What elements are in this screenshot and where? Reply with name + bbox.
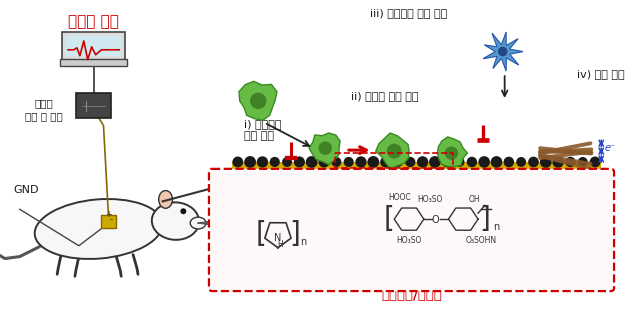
Circle shape <box>540 156 552 168</box>
Circle shape <box>565 157 575 167</box>
Text: 폴리피롤/헤파린: 폴리피롤/헤파린 <box>382 289 442 302</box>
Polygon shape <box>437 137 467 167</box>
Circle shape <box>467 157 477 167</box>
FancyBboxPatch shape <box>60 59 127 66</box>
Polygon shape <box>376 133 409 169</box>
Polygon shape <box>483 32 523 71</box>
Circle shape <box>331 157 341 167</box>
Circle shape <box>294 156 305 168</box>
Text: ]: ] <box>480 205 491 233</box>
Text: GND: GND <box>14 184 39 195</box>
Circle shape <box>367 156 379 168</box>
Circle shape <box>257 156 268 168</box>
Text: iv) 신호 전달: iv) 신호 전달 <box>577 69 624 79</box>
Circle shape <box>590 156 601 167</box>
Text: n: n <box>493 222 499 232</box>
Text: iii) 상처조직 형성 감소: iii) 상처조직 형성 감소 <box>370 8 448 18</box>
Text: 데이터
수집 및 기록: 데이터 수집 및 기록 <box>25 98 63 121</box>
Ellipse shape <box>191 217 206 229</box>
FancyBboxPatch shape <box>209 169 614 291</box>
Ellipse shape <box>35 199 163 259</box>
Text: O: O <box>432 215 439 225</box>
Text: i) 면역세포
모집 감소: i) 면역세포 모집 감소 <box>244 119 282 141</box>
Circle shape <box>417 156 429 168</box>
Text: 폴리피롤: 폴리피롤 <box>237 191 265 204</box>
Circle shape <box>528 157 539 167</box>
Circle shape <box>232 156 243 167</box>
Ellipse shape <box>159 190 172 208</box>
Text: 심전도 측정: 심전도 측정 <box>68 14 119 29</box>
Circle shape <box>553 156 564 168</box>
Circle shape <box>270 157 280 167</box>
FancyBboxPatch shape <box>101 215 116 227</box>
Text: H: H <box>277 240 283 249</box>
Polygon shape <box>239 81 277 120</box>
Circle shape <box>491 156 503 168</box>
Text: 미세구조적 활성을 갖는: 미세구조적 활성을 갖는 <box>367 276 456 289</box>
FancyBboxPatch shape <box>77 93 111 118</box>
Text: HO₃SO: HO₃SO <box>417 195 442 204</box>
FancyBboxPatch shape <box>232 162 601 176</box>
Text: ii) 염증성 분극 감소: ii) 염증성 분극 감소 <box>351 91 418 101</box>
Text: e⁻: e⁻ <box>605 143 615 153</box>
Circle shape <box>306 156 318 168</box>
FancyBboxPatch shape <box>62 32 125 60</box>
Circle shape <box>318 156 330 168</box>
Circle shape <box>180 208 186 214</box>
Circle shape <box>498 47 508 56</box>
Text: HOOC: HOOC <box>388 193 411 202</box>
Circle shape <box>387 144 402 159</box>
Circle shape <box>250 93 266 109</box>
Text: O₃SOHN: O₃SOHN <box>465 236 496 245</box>
Text: -: - <box>110 215 113 224</box>
Text: 헤파린: 헤파린 <box>512 229 533 242</box>
Ellipse shape <box>152 202 199 240</box>
Circle shape <box>405 157 415 167</box>
Circle shape <box>442 156 453 167</box>
Text: ]: ] <box>289 220 300 248</box>
Circle shape <box>454 157 465 167</box>
Text: N: N <box>274 233 282 243</box>
Circle shape <box>429 156 441 168</box>
Circle shape <box>355 156 367 168</box>
Circle shape <box>380 156 391 168</box>
Circle shape <box>393 157 403 167</box>
Text: [: [ <box>256 220 266 248</box>
Text: +: + <box>106 210 112 219</box>
Circle shape <box>517 157 526 167</box>
Circle shape <box>244 156 256 168</box>
Text: [: [ <box>384 205 395 233</box>
Circle shape <box>344 157 354 167</box>
Circle shape <box>282 157 292 167</box>
Text: n: n <box>299 237 306 247</box>
Circle shape <box>445 146 458 160</box>
Circle shape <box>504 157 514 167</box>
Text: HO₃SO: HO₃SO <box>396 236 422 245</box>
Text: OH: OH <box>468 195 480 204</box>
Polygon shape <box>309 133 340 165</box>
Circle shape <box>479 156 490 168</box>
Circle shape <box>318 142 332 155</box>
Circle shape <box>578 157 587 167</box>
FancyBboxPatch shape <box>66 36 122 56</box>
